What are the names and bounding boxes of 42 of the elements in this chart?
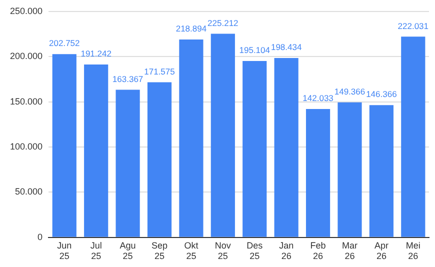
x-tick-label: Jun 25 <box>57 240 72 262</box>
bar <box>274 58 298 237</box>
x-tick-label: Okt 25 <box>184 240 199 262</box>
x-tick-label: Jan 26 <box>279 240 294 262</box>
data-label: 222.031 <box>398 20 429 31</box>
data-label: 225.212 <box>208 18 239 28</box>
data-label: 202.752 <box>49 38 80 48</box>
bar <box>116 90 140 237</box>
x-tick-label: Des 25 <box>246 240 264 262</box>
bar <box>179 40 204 237</box>
x-tick-label: Sep 25 <box>151 240 168 262</box>
bar <box>369 105 394 237</box>
data-label: 163.367 <box>112 74 144 84</box>
x-tick-label: Apr 26 <box>374 240 388 262</box>
data-label: 142.033 <box>302 93 334 104</box>
bar <box>147 82 172 237</box>
data-label: 218.894 <box>176 24 207 34</box>
data-label: 171.575 <box>144 66 176 76</box>
x-tick-label: Nov 25 <box>214 240 232 262</box>
y-tick-label: 200.000 <box>10 51 43 62</box>
x-tick-label: Jul 25 <box>90 240 102 262</box>
x-tick-label: Feb 26 <box>310 240 326 262</box>
bar <box>210 34 235 237</box>
bar <box>306 109 330 237</box>
y-tick-label: 0 <box>38 232 43 242</box>
y-tick-label: 100.000 <box>10 141 43 152</box>
data-label: 146.366 <box>366 89 398 100</box>
bar <box>84 64 108 237</box>
bar <box>242 61 267 237</box>
y-tick-label: 150.000 <box>10 96 43 106</box>
bar <box>401 36 426 237</box>
x-tick-label: Mar 26 <box>342 240 358 262</box>
data-label: 198.434 <box>270 42 302 52</box>
x-tick-label: Mei 26 <box>406 240 420 262</box>
y-tick-label: 250.000 <box>10 6 43 16</box>
bar <box>52 54 76 237</box>
bar <box>338 102 362 237</box>
y-tick-label: 50.000 <box>15 186 43 197</box>
data-label: 195.104 <box>239 45 270 56</box>
data-label: 149.366 <box>334 86 366 96</box>
x-tick-label: Agu 25 <box>120 240 136 262</box>
data-label: 191.242 <box>80 48 112 59</box>
